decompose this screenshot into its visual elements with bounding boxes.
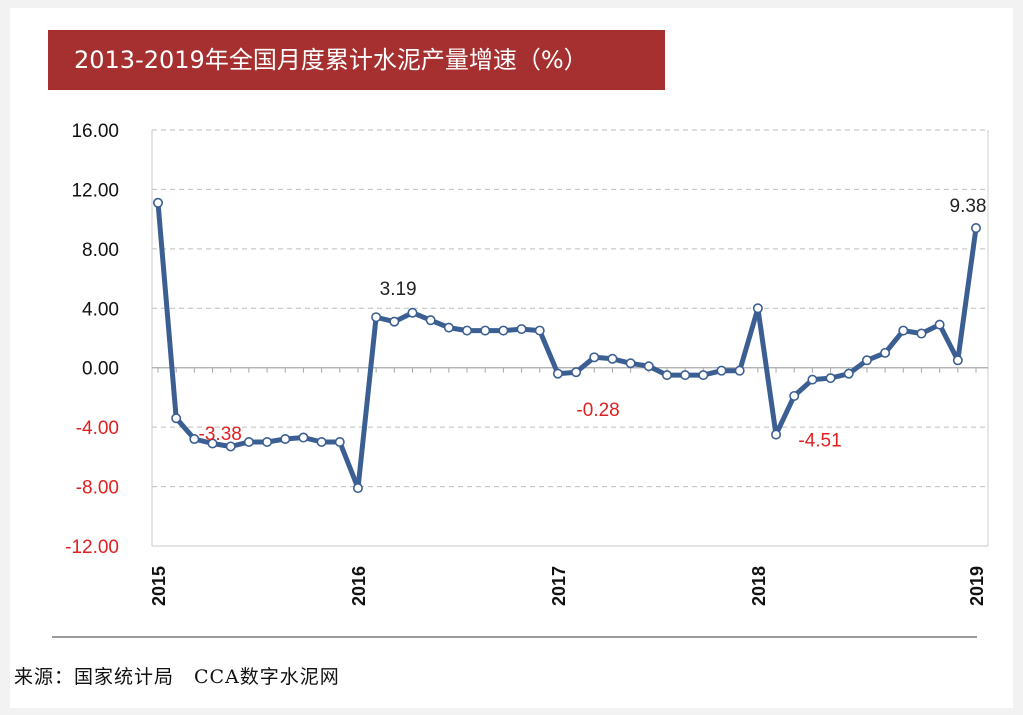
data-point <box>389 316 400 327</box>
data-point <box>425 315 436 326</box>
data-point <box>880 347 891 358</box>
data-point <box>771 429 782 440</box>
y-tick-label: -4.00 <box>76 418 119 439</box>
data-point <box>334 436 345 447</box>
data-point <box>371 312 382 323</box>
data-point <box>698 370 709 381</box>
chart-title-banner: 2013-2019年全国月度累计水泥产量增速（%） <box>48 30 665 90</box>
data-point <box>552 368 563 379</box>
data-point <box>516 324 527 335</box>
data-point <box>571 367 582 378</box>
data-label: 9.38 <box>950 196 987 217</box>
y-tick-label: -8.00 <box>76 478 119 499</box>
data-point <box>680 370 691 381</box>
data-point <box>262 436 273 447</box>
data-point <box>916 328 927 339</box>
chart-title: 2013-2019年全国月度累计水泥产量增速（%） <box>74 46 588 74</box>
y-tick-label: 8.00 <box>82 240 119 261</box>
data-point <box>316 436 327 447</box>
data-point <box>952 355 963 366</box>
data-point <box>534 325 545 336</box>
data-point <box>661 370 672 381</box>
y-tick-label: -12.00 <box>65 537 119 558</box>
data-point <box>298 432 309 443</box>
footer-divider <box>52 636 977 638</box>
data-label: -4.51 <box>798 431 841 452</box>
data-point <box>843 368 854 379</box>
data-point <box>625 358 636 369</box>
data-point <box>171 413 182 424</box>
data-point <box>189 434 200 445</box>
data-point <box>716 365 727 376</box>
data-label: -3.38 <box>199 424 242 445</box>
data-point <box>807 374 818 385</box>
x-tick-label: 2016 <box>349 566 369 606</box>
data-point <box>898 325 909 336</box>
y-tick-label: 4.00 <box>82 299 119 320</box>
data-point <box>589 352 600 363</box>
y-tick-label: 12.00 <box>71 180 119 201</box>
data-point <box>407 307 418 318</box>
data-point <box>280 434 291 445</box>
x-tick-label: 2018 <box>749 566 769 606</box>
data-point <box>153 197 164 208</box>
data-label: 3.19 <box>380 279 417 300</box>
data-point <box>225 441 236 452</box>
series-line <box>155 200 979 491</box>
data-point <box>607 353 618 364</box>
data-point <box>443 322 454 333</box>
data-point <box>789 390 800 401</box>
data-point <box>861 355 872 366</box>
data-point <box>934 319 945 330</box>
x-tick-label: 2017 <box>549 566 569 606</box>
y-tick-label: 0.00 <box>82 359 119 380</box>
data-point <box>970 223 981 234</box>
x-tick-label: 2019 <box>967 566 987 606</box>
data-point <box>462 325 473 336</box>
data-point <box>243 436 254 447</box>
data-point <box>352 483 363 494</box>
data-point <box>752 303 763 314</box>
y-tick-label: 16.00 <box>71 121 119 142</box>
data-point <box>498 325 509 336</box>
source-note: 来源：国家统计局 CCA数字水泥网 <box>14 666 340 688</box>
data-point <box>643 361 654 372</box>
data-point <box>207 438 218 449</box>
data-point <box>825 373 836 384</box>
data-point <box>480 325 491 336</box>
chart-panel <box>10 8 1013 708</box>
data-label: -0.28 <box>576 400 619 421</box>
x-tick-label: 2015 <box>149 566 169 606</box>
data-point <box>734 365 745 376</box>
